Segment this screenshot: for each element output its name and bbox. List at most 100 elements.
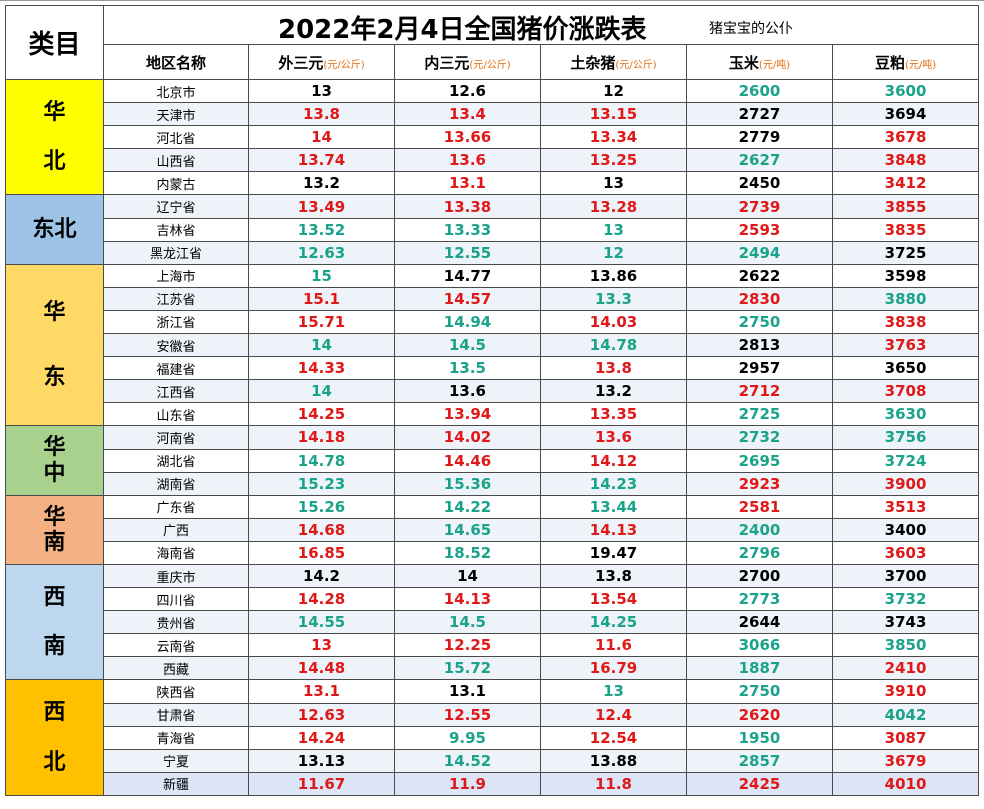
price-cell[interactable]: 13.15 xyxy=(540,102,687,127)
price-cell[interactable]: 14.23 xyxy=(540,471,687,496)
price-cell[interactable]: 2739 xyxy=(686,194,833,219)
region-group-cell[interactable]: 华中 xyxy=(5,425,104,496)
column-header-tuzazhu[interactable]: 土杂猪(元/公斤) xyxy=(540,44,687,80)
price-cell[interactable]: 3756 xyxy=(831,425,980,450)
price-cell[interactable]: 3910 xyxy=(831,679,980,704)
region-name-cell[interactable]: 安徽省 xyxy=(103,333,249,358)
price-cell[interactable]: 14.2 xyxy=(248,563,395,589)
price-cell[interactable]: 2923 xyxy=(686,471,833,496)
region-group-cell[interactable]: 华北 xyxy=(5,78,104,196)
price-cell[interactable]: 4042 xyxy=(831,702,980,727)
price-cell[interactable]: 11.6 xyxy=(540,633,687,658)
price-cell[interactable]: 13.2 xyxy=(540,379,687,404)
price-cell[interactable]: 3743 xyxy=(831,610,980,635)
price-cell[interactable]: 13.94 xyxy=(394,402,541,427)
price-cell[interactable]: 3603 xyxy=(831,540,980,565)
price-cell[interactable]: 13.49 xyxy=(248,194,395,219)
region-name-cell[interactable]: 山西省 xyxy=(103,148,249,173)
price-cell[interactable]: 3412 xyxy=(831,171,980,196)
region-name-cell[interactable]: 辽宁省 xyxy=(103,194,249,219)
price-cell[interactable]: 14.68 xyxy=(248,517,395,542)
price-cell[interactable]: 14.55 xyxy=(248,610,395,635)
price-cell[interactable]: 12 xyxy=(540,78,687,104)
price-cell[interactable]: 13.6 xyxy=(394,379,541,404)
price-cell[interactable]: 13 xyxy=(540,679,687,704)
price-cell[interactable]: 14.25 xyxy=(540,610,687,635)
price-cell[interactable]: 3066 xyxy=(686,633,833,658)
price-cell[interactable]: 2494 xyxy=(686,240,833,265)
region-name-cell[interactable]: 河北省 xyxy=(103,125,249,150)
price-cell[interactable]: 13.5 xyxy=(394,356,541,381)
region-name-cell[interactable]: 陕西省 xyxy=(103,679,249,704)
price-cell[interactable]: 12.63 xyxy=(248,702,395,727)
price-cell[interactable]: 14.25 xyxy=(248,402,395,427)
price-cell[interactable]: 2750 xyxy=(686,309,833,335)
price-cell[interactable]: 3850 xyxy=(831,633,980,658)
price-cell[interactable]: 2957 xyxy=(686,356,833,381)
price-cell[interactable]: 14.94 xyxy=(394,309,541,335)
price-cell[interactable]: 13.8 xyxy=(540,356,687,381)
price-cell[interactable]: 13.28 xyxy=(540,194,687,219)
price-cell[interactable]: 13.1 xyxy=(248,679,395,704)
price-cell[interactable]: 1950 xyxy=(686,725,833,750)
region-name-cell[interactable]: 浙江省 xyxy=(103,309,249,335)
price-cell[interactable]: 2857 xyxy=(686,748,833,773)
price-cell[interactable]: 14.46 xyxy=(394,448,541,473)
price-cell[interactable]: 2622 xyxy=(686,263,833,288)
region-name-cell[interactable]: 云南省 xyxy=(103,633,249,658)
price-cell[interactable]: 13.34 xyxy=(540,125,687,150)
price-cell[interactable]: 14.24 xyxy=(248,725,395,750)
price-cell[interactable]: 13.8 xyxy=(248,102,395,127)
price-cell[interactable]: 13.3 xyxy=(540,286,687,311)
column-header-region[interactable]: 地区名称 xyxy=(103,44,249,80)
column-header-corn[interactable]: 玉米(元/吨) xyxy=(686,44,833,80)
column-header-soymeal[interactable]: 豆粕(元/吨) xyxy=(831,44,980,80)
price-cell[interactable]: 12 xyxy=(540,240,687,265)
price-cell[interactable]: 13.1 xyxy=(394,679,541,704)
price-cell[interactable]: 12.63 xyxy=(248,240,395,265)
price-cell[interactable]: 2750 xyxy=(686,679,833,704)
price-cell[interactable]: 14.78 xyxy=(248,448,395,473)
price-cell[interactable]: 3855 xyxy=(831,194,980,219)
price-cell[interactable]: 13.38 xyxy=(394,194,541,219)
column-header-waisanyuan[interactable]: 外三元(元/公斤) xyxy=(248,44,395,80)
region-name-cell[interactable]: 山东省 xyxy=(103,402,249,427)
region-name-cell[interactable]: 福建省 xyxy=(103,356,249,381)
price-cell[interactable]: 14.78 xyxy=(540,333,687,358)
price-cell[interactable]: 13.1 xyxy=(394,171,541,196)
price-cell[interactable]: 16.85 xyxy=(248,540,395,565)
region-group-cell[interactable]: 华南 xyxy=(5,494,104,565)
region-name-cell[interactable]: 湖南省 xyxy=(103,471,249,496)
price-cell[interactable]: 14 xyxy=(248,333,395,358)
region-name-cell[interactable]: 四川省 xyxy=(103,587,249,612)
price-cell[interactable]: 2644 xyxy=(686,610,833,635)
price-cell[interactable]: 3400 xyxy=(831,517,980,542)
price-cell[interactable]: 2593 xyxy=(686,217,833,242)
price-cell[interactable]: 2410 xyxy=(831,656,980,681)
price-cell[interactable]: 14 xyxy=(248,379,395,404)
price-cell[interactable]: 3880 xyxy=(831,286,980,311)
region-group-cell[interactable]: 西南 xyxy=(5,563,104,681)
price-cell[interactable]: 2695 xyxy=(686,448,833,473)
region-name-cell[interactable]: 宁夏 xyxy=(103,748,249,773)
price-cell[interactable]: 13.86 xyxy=(540,263,687,288)
price-cell[interactable]: 3708 xyxy=(831,379,980,404)
price-cell[interactable]: 2627 xyxy=(686,148,833,173)
region-name-cell[interactable]: 贵州省 xyxy=(103,610,249,635)
price-cell[interactable]: 11.8 xyxy=(540,771,687,796)
price-cell[interactable]: 14.52 xyxy=(394,748,541,773)
price-cell[interactable]: 11.67 xyxy=(248,771,395,796)
region-name-cell[interactable]: 北京市 xyxy=(103,78,249,104)
price-cell[interactable]: 12.4 xyxy=(540,702,687,727)
price-cell[interactable]: 14.03 xyxy=(540,309,687,335)
price-cell[interactable]: 13.74 xyxy=(248,148,395,173)
price-cell[interactable]: 2796 xyxy=(686,540,833,565)
price-cell[interactable]: 14.13 xyxy=(540,517,687,542)
price-cell[interactable]: 14.48 xyxy=(248,656,395,681)
region-name-cell[interactable]: 广东省 xyxy=(103,494,249,519)
price-cell[interactable]: 14.12 xyxy=(540,448,687,473)
price-cell[interactable]: 3679 xyxy=(831,748,980,773)
price-cell[interactable]: 13.66 xyxy=(394,125,541,150)
price-cell[interactable]: 2732 xyxy=(686,425,833,450)
region-name-cell[interactable]: 天津市 xyxy=(103,102,249,127)
